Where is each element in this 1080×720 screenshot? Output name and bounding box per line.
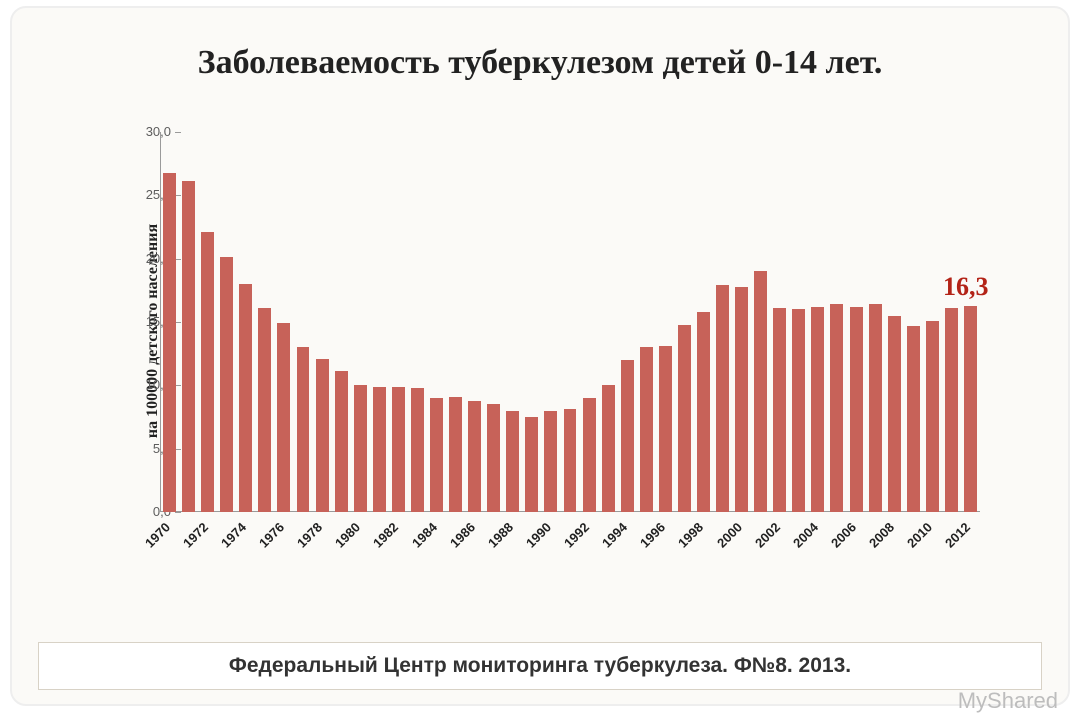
bar bbox=[621, 360, 634, 512]
bar bbox=[773, 308, 786, 512]
bar bbox=[373, 387, 386, 512]
x-tick-label: 1976 bbox=[256, 520, 287, 551]
bar bbox=[640, 347, 653, 512]
bar bbox=[297, 347, 310, 512]
last-value-callout: 16,3 bbox=[943, 272, 989, 302]
bars-container bbox=[160, 132, 980, 512]
x-axis-labels: 1970197219741976197819801982198419861988… bbox=[160, 512, 980, 572]
x-tick-label: 2010 bbox=[904, 520, 935, 551]
bar bbox=[354, 385, 367, 512]
x-tick-label: 1992 bbox=[561, 520, 592, 551]
x-tick-label: 1988 bbox=[485, 520, 516, 551]
x-tick-label: 1986 bbox=[447, 520, 478, 551]
bar bbox=[869, 304, 882, 512]
x-tick-label: 1994 bbox=[599, 520, 630, 551]
x-tick-label: 1978 bbox=[294, 520, 325, 551]
bar bbox=[316, 359, 329, 512]
bar bbox=[583, 398, 596, 512]
x-tick-label: 2012 bbox=[942, 520, 973, 551]
bar bbox=[754, 271, 767, 512]
bar bbox=[525, 417, 538, 512]
x-tick-label: 2002 bbox=[752, 520, 783, 551]
bar bbox=[811, 307, 824, 512]
bar bbox=[926, 321, 939, 512]
x-tick-label: 1996 bbox=[637, 520, 668, 551]
bar bbox=[449, 397, 462, 512]
bar bbox=[544, 411, 557, 512]
bar bbox=[430, 398, 443, 512]
bar bbox=[602, 385, 615, 512]
bar bbox=[888, 316, 901, 512]
bar bbox=[564, 409, 577, 512]
bar bbox=[907, 326, 920, 512]
source-text: Федеральный Центр мониторинга туберкулез… bbox=[229, 654, 851, 678]
bar bbox=[697, 312, 710, 512]
bar bbox=[659, 346, 672, 512]
x-tick-label: 2008 bbox=[866, 520, 897, 551]
bar bbox=[945, 308, 958, 512]
bar bbox=[678, 325, 691, 512]
bar bbox=[335, 371, 348, 512]
x-tick-label: 2006 bbox=[828, 520, 859, 551]
x-tick-label: 1990 bbox=[523, 520, 554, 551]
source-footer: Федеральный Центр мониторинга туберкулез… bbox=[38, 642, 1042, 690]
bar-chart: на 100000 детского населения 0,05,010,01… bbox=[140, 132, 980, 572]
bar bbox=[792, 309, 805, 512]
x-tick-label: 1984 bbox=[409, 520, 440, 551]
x-tick-label: 1970 bbox=[142, 520, 173, 551]
bar bbox=[258, 308, 271, 512]
x-tick-label: 1980 bbox=[332, 520, 363, 551]
bar bbox=[182, 181, 195, 512]
bar bbox=[468, 401, 481, 512]
x-tick-label: 2004 bbox=[790, 520, 821, 551]
bar bbox=[735, 287, 748, 512]
x-tick-label: 1998 bbox=[675, 520, 706, 551]
bar bbox=[716, 285, 729, 512]
x-tick-label: 2000 bbox=[714, 520, 745, 551]
bar bbox=[506, 411, 519, 512]
bar bbox=[487, 404, 500, 512]
bar bbox=[392, 387, 405, 512]
slide-panel: Заболеваемость туберкулезом детей 0-14 л… bbox=[10, 6, 1070, 706]
bar bbox=[220, 257, 233, 512]
bar bbox=[163, 173, 176, 512]
x-tick-label: 1972 bbox=[180, 520, 211, 551]
x-tick-label: 1974 bbox=[218, 520, 249, 551]
slide-stage: Заболеваемость туберкулезом детей 0-14 л… bbox=[0, 0, 1080, 720]
bar bbox=[201, 232, 214, 512]
bar bbox=[411, 388, 424, 512]
bar bbox=[964, 306, 977, 512]
bar bbox=[277, 323, 290, 512]
bar bbox=[239, 284, 252, 512]
bar bbox=[850, 307, 863, 512]
bar bbox=[830, 304, 843, 512]
x-tick-label: 1982 bbox=[370, 520, 401, 551]
slide-title: Заболеваемость туберкулезом детей 0-14 л… bbox=[12, 44, 1068, 82]
